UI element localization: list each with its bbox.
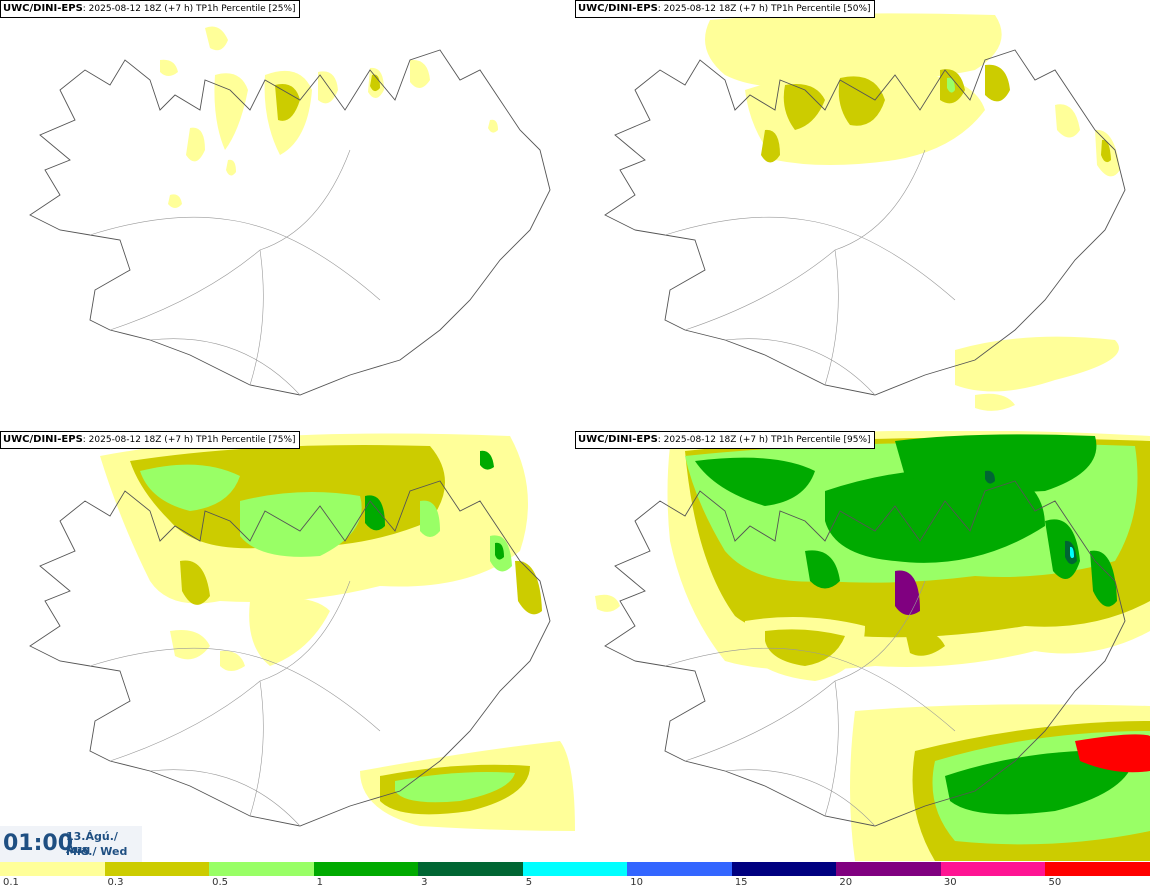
iceland-outline xyxy=(29,49,551,396)
colorbar-swatch xyxy=(522,862,628,876)
precip-field xyxy=(160,26,498,208)
product-name: TP1h Percentile [75%] xyxy=(193,435,296,445)
model-name: UWC/DINI-EPS xyxy=(3,434,83,445)
colorbar-label: 50 xyxy=(1048,877,1062,888)
colorbar-label: 10 xyxy=(630,877,643,888)
road-network xyxy=(89,149,381,396)
run-info: : 2025-08-12 18Z (+7 h) xyxy=(82,435,194,445)
colorbar-label: 3 xyxy=(421,877,428,888)
colorbar-swatch xyxy=(0,862,105,876)
colorbar-swatch xyxy=(209,862,314,876)
product-name: TP1h Percentile [25%] xyxy=(193,4,296,14)
road-network xyxy=(664,149,956,396)
precip-map xyxy=(595,431,1150,861)
iceland-outline xyxy=(604,480,1126,827)
run-info: : 2025-08-12 18Z (+7 h) xyxy=(657,4,769,14)
colorbar-swatch xyxy=(104,862,210,876)
colorbar-label: 30 xyxy=(943,877,957,888)
panel-header: UWC/DINI-EPS: 2025-08-12 18Z (+7 h) TP1h… xyxy=(0,0,300,18)
colorbar-label: 1 xyxy=(316,877,323,888)
precip-field xyxy=(100,433,575,831)
road-network xyxy=(89,580,381,827)
model-name: UWC/DINI-EPS xyxy=(3,3,83,14)
colorbar-label: 0.5 xyxy=(212,877,228,888)
product-name: TP1h Percentile [95%] xyxy=(768,435,871,445)
precip-map xyxy=(29,433,575,831)
map-panel-p25: UWC/DINI-EPS: 2025-08-12 18Z (+7 h) TP1h… xyxy=(0,0,575,430)
map-panel-p75: UWC/DINI-EPS: 2025-08-12 18Z (+7 h) TP1h… xyxy=(0,431,575,861)
model-name: UWC/DINI-EPS xyxy=(578,3,658,14)
colorbar-swatch xyxy=(731,862,837,876)
colorbar-swatch xyxy=(1045,862,1150,876)
colorbar-swatch xyxy=(313,862,419,876)
iceland-outline xyxy=(29,480,551,827)
colorbar-label: 0.1 xyxy=(3,877,19,888)
colorbar-label: 0.3 xyxy=(107,877,124,888)
precip-field xyxy=(705,13,1120,411)
precip-map xyxy=(604,13,1126,411)
colorbar-swatch xyxy=(627,862,732,876)
colorbar-swatch xyxy=(836,862,941,876)
colorbar-labels: 0.1 0.3 0.5 1 3 5 10 15 20 30 50 xyxy=(0,877,1150,891)
map-panel-p50: UWC/DINI-EPS: 2025-08-12 18Z (+7 h) TP1h… xyxy=(575,0,1150,430)
map-panel-p95: UWC/DINI-EPS: 2025-08-12 18Z (+7 h) TP1h… xyxy=(575,431,1150,861)
valid-time: 01:00 xyxy=(3,831,74,856)
panel-header: UWC/DINI-EPS: 2025-08-12 18Z (+7 h) TP1h… xyxy=(575,431,875,449)
precip-map xyxy=(29,26,551,396)
panel-header: UWC/DINI-EPS: 2025-08-12 18Z (+7 h) TP1h… xyxy=(575,0,875,18)
colorbar-swatch xyxy=(940,862,1046,876)
model-name: UWC/DINI-EPS xyxy=(578,434,658,445)
colorbar-label: 15 xyxy=(734,877,748,888)
colorbar-label: 20 xyxy=(839,877,853,888)
precip-field xyxy=(595,431,1150,861)
precip-colorbar xyxy=(0,862,1150,876)
panel-header: UWC/DINI-EPS: 2025-08-12 18Z (+7 h) TP1h… xyxy=(0,431,300,449)
run-info: : 2025-08-12 18Z (+7 h) xyxy=(82,4,194,14)
road-network xyxy=(664,580,956,827)
product-name: TP1h Percentile [50%] xyxy=(768,4,871,14)
colorbar-label: 5 xyxy=(525,877,533,888)
valid-time-box: 01:00 13.Ágú./ Aug Mið./ Wed xyxy=(0,826,142,862)
valid-date: 13.Ágú./ Aug xyxy=(66,830,118,856)
iceland-outline xyxy=(604,49,1126,396)
colorbar-swatch xyxy=(418,862,523,876)
valid-weekday: Mið./ Wed xyxy=(66,845,128,858)
run-info: : 2025-08-12 18Z (+7 h) xyxy=(657,435,769,445)
